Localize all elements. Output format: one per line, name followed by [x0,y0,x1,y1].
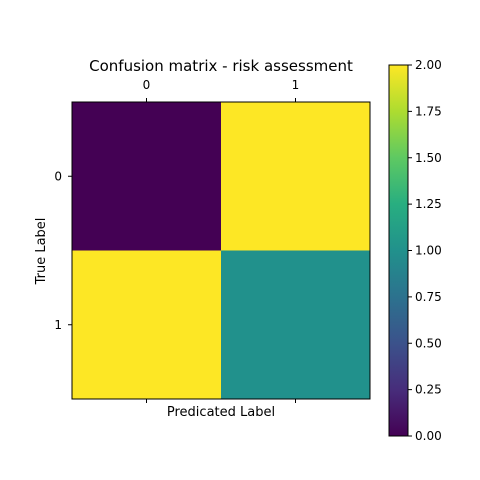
heatmap-cell-0-1 [221,102,371,251]
y-axis-label: True Label [34,218,49,286]
y-axis-ticks: 01 [54,169,72,332]
colorbar-tick-label-6: 1.50 [415,151,442,165]
colorbar-tick-label-4: 1.00 [415,244,442,258]
colorbar-tick-label-5: 1.25 [415,197,442,211]
colorbar-ticks: 0.00 0.25 0.50 0.75 1.00 1.25 1.50 1.75 2.00 [408,58,442,443]
colorbar-tick-label-0: 0.00 [415,429,442,443]
x-axis-label: Predicated Label [167,405,275,420]
colorbar-tick-label-7: 1.75 [415,104,442,118]
heatmap-cell-0-0 [72,102,222,251]
heatmap-cell-1-0 [72,250,222,400]
heatmap-cells [72,102,371,400]
chart-title: Confusion matrix - risk assessment [89,57,353,75]
plot-frame [71,101,371,400]
x-tick-label-0: 0 [143,78,151,92]
colorbar-tick-label-2: 0.50 [415,336,442,350]
colorbar-tick-label-8: 2.00 [415,58,442,72]
colorbar-tick-label-1: 0.25 [415,383,442,397]
x-tick-label-1: 1 [292,78,300,92]
y-tick-label-0: 0 [54,169,62,183]
heatmap-cell-1-1 [221,250,371,400]
colorbar-tick-label-3: 0.75 [415,290,442,304]
colorbar [388,64,409,437]
y-tick-label-1: 1 [54,318,62,332]
